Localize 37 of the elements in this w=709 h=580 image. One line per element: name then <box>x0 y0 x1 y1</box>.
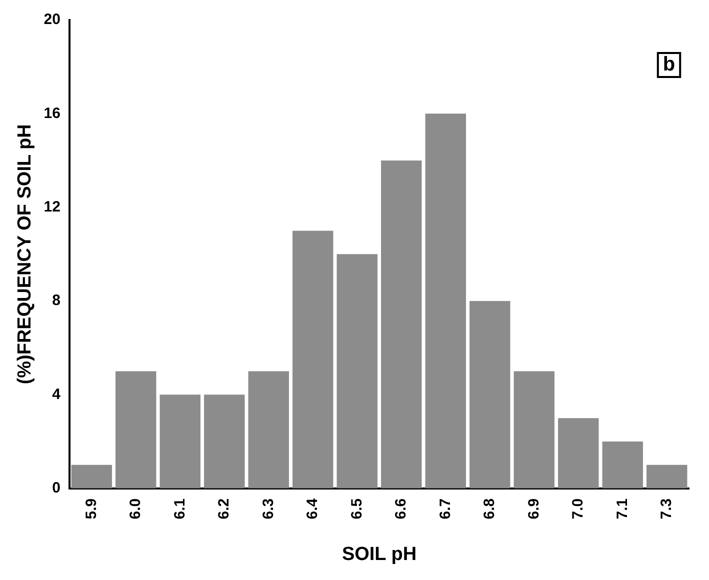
x-tick-label: 7.3 <box>658 498 676 520</box>
bar <box>646 464 688 488</box>
bar <box>160 394 200 488</box>
y-tick-label: 12 <box>44 198 60 216</box>
x-tick-label: 6.6 <box>392 498 410 520</box>
x-tick-label: 6.8 <box>481 498 498 520</box>
bar <box>336 254 378 488</box>
y-tick-label: 8 <box>52 292 60 310</box>
x-axis-title: SOIL pH <box>342 544 417 565</box>
bar <box>558 418 599 488</box>
bar <box>116 371 156 488</box>
bar <box>470 301 510 488</box>
y-tick-label: 0 <box>52 479 60 496</box>
x-tick-label: 6.1 <box>171 498 188 520</box>
bar <box>292 230 334 488</box>
x-tick-label: 6.7 <box>436 498 454 520</box>
bar <box>71 464 112 488</box>
bar <box>602 442 643 488</box>
y-tick-label: 20 <box>44 11 60 28</box>
x-tick-label: 6.2 <box>216 498 233 520</box>
bar <box>204 394 245 488</box>
y-axis-title: (%)FREQUENCY OF SOIL pH <box>14 124 36 384</box>
bar <box>248 371 289 488</box>
x-tick-label: 7.0 <box>570 498 587 520</box>
x-tick-label: 6.9 <box>525 498 542 520</box>
y-tick-label: 4 <box>52 386 62 403</box>
x-tick-label: 7.1 <box>614 498 631 520</box>
y-tick-label: 16 <box>44 104 60 122</box>
x-tick-label: 6.3 <box>260 498 277 520</box>
annotation: b <box>662 54 676 76</box>
bar <box>381 160 422 488</box>
x-tick-label: 6.0 <box>127 498 144 520</box>
bar <box>514 371 554 488</box>
x-tick-label: 6.5 <box>348 498 366 520</box>
bar <box>425 114 466 488</box>
x-tick-label: 6.4 <box>304 498 322 520</box>
x-tick-label: 5.9 <box>82 498 100 520</box>
